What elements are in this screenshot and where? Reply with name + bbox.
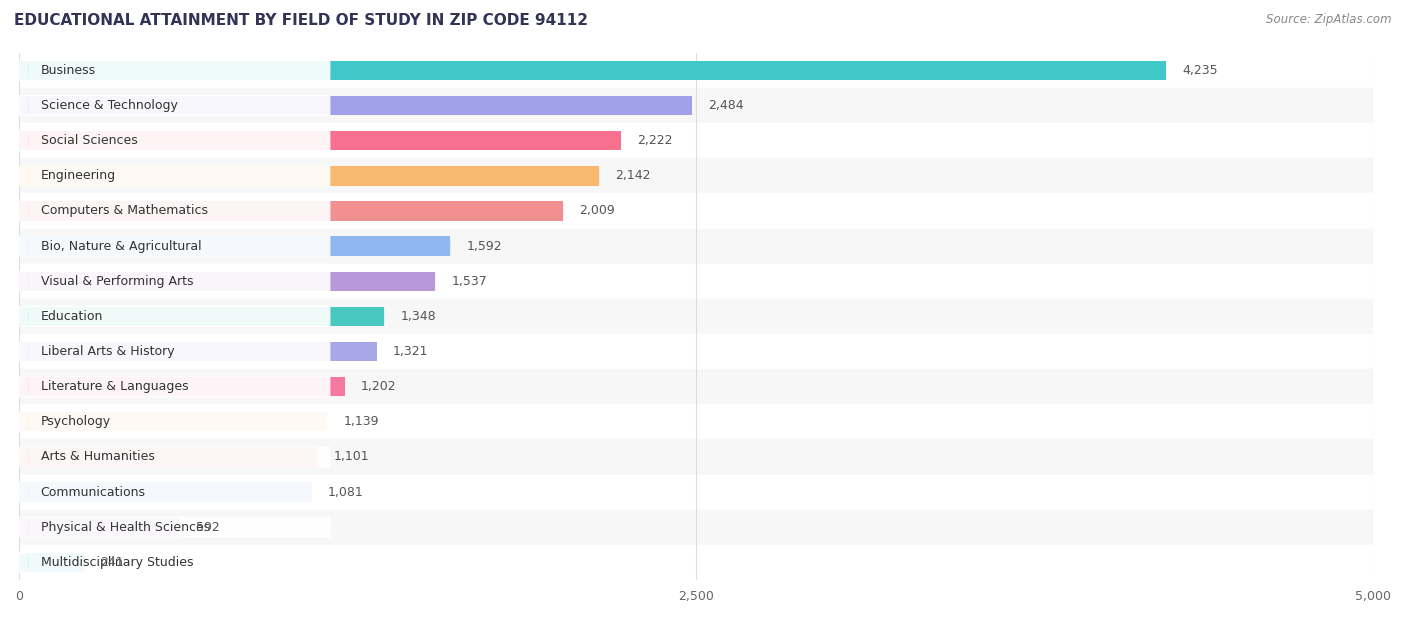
Bar bbox=[20, 404, 1374, 439]
Text: Multidisciplinary Studies: Multidisciplinary Studies bbox=[41, 556, 193, 569]
Text: Visual & Performing Arts: Visual & Performing Arts bbox=[41, 274, 193, 288]
Bar bbox=[20, 131, 620, 150]
Bar bbox=[20, 158, 1374, 194]
Text: 2,009: 2,009 bbox=[579, 204, 614, 218]
Text: 2,222: 2,222 bbox=[637, 134, 672, 147]
FancyBboxPatch shape bbox=[11, 271, 330, 292]
Bar bbox=[20, 334, 1374, 369]
Text: 592: 592 bbox=[195, 521, 219, 534]
Bar bbox=[20, 369, 1374, 404]
Text: EDUCATIONAL ATTAINMENT BY FIELD OF STUDY IN ZIP CODE 94112: EDUCATIONAL ATTAINMENT BY FIELD OF STUDY… bbox=[14, 13, 588, 28]
Bar bbox=[20, 553, 84, 572]
Text: Communications: Communications bbox=[41, 486, 146, 498]
FancyBboxPatch shape bbox=[11, 411, 330, 432]
Text: 2,142: 2,142 bbox=[616, 169, 651, 182]
Text: Physical & Health Sciences: Physical & Health Sciences bbox=[41, 521, 209, 534]
Text: 1,139: 1,139 bbox=[343, 415, 380, 428]
Text: 241: 241 bbox=[100, 556, 124, 569]
Bar bbox=[20, 201, 562, 221]
Bar bbox=[20, 166, 599, 186]
Text: Computers & Mathematics: Computers & Mathematics bbox=[41, 204, 208, 218]
Bar bbox=[20, 377, 344, 396]
Text: Arts & Humanities: Arts & Humanities bbox=[41, 451, 155, 464]
Text: 1,321: 1,321 bbox=[392, 345, 429, 358]
Text: Psychology: Psychology bbox=[41, 415, 111, 428]
Bar bbox=[20, 475, 1374, 510]
Bar bbox=[20, 342, 377, 361]
Text: 1,101: 1,101 bbox=[333, 451, 368, 464]
Bar bbox=[20, 96, 692, 115]
FancyBboxPatch shape bbox=[11, 481, 330, 503]
FancyBboxPatch shape bbox=[11, 201, 330, 221]
Text: 1,202: 1,202 bbox=[361, 380, 396, 393]
Bar bbox=[20, 510, 1374, 545]
Bar bbox=[20, 271, 436, 291]
FancyBboxPatch shape bbox=[11, 341, 330, 362]
Bar bbox=[20, 307, 384, 326]
Bar bbox=[20, 61, 1166, 80]
Text: 4,235: 4,235 bbox=[1182, 64, 1218, 77]
Bar bbox=[20, 88, 1374, 123]
FancyBboxPatch shape bbox=[11, 60, 330, 81]
Text: Education: Education bbox=[41, 310, 103, 323]
Text: Source: ZipAtlas.com: Source: ZipAtlas.com bbox=[1267, 13, 1392, 26]
Bar bbox=[20, 53, 1374, 88]
Text: Social Sciences: Social Sciences bbox=[41, 134, 138, 147]
Text: 1,348: 1,348 bbox=[401, 310, 436, 323]
Text: Literature & Languages: Literature & Languages bbox=[41, 380, 188, 393]
FancyBboxPatch shape bbox=[11, 376, 330, 398]
Text: 1,081: 1,081 bbox=[328, 486, 364, 498]
Bar bbox=[20, 545, 1374, 580]
FancyBboxPatch shape bbox=[11, 235, 330, 257]
Text: 1,592: 1,592 bbox=[467, 240, 502, 252]
FancyBboxPatch shape bbox=[11, 552, 330, 573]
Bar bbox=[20, 264, 1374, 299]
Text: Engineering: Engineering bbox=[41, 169, 115, 182]
FancyBboxPatch shape bbox=[11, 130, 330, 151]
Bar bbox=[20, 194, 1374, 228]
Text: Liberal Arts & History: Liberal Arts & History bbox=[41, 345, 174, 358]
FancyBboxPatch shape bbox=[11, 95, 330, 116]
FancyBboxPatch shape bbox=[11, 165, 330, 186]
FancyBboxPatch shape bbox=[11, 446, 330, 468]
Text: Business: Business bbox=[41, 64, 96, 77]
Text: 1,537: 1,537 bbox=[451, 274, 488, 288]
Bar bbox=[20, 412, 328, 432]
Bar bbox=[20, 123, 1374, 158]
Bar bbox=[20, 483, 312, 502]
Text: 2,484: 2,484 bbox=[707, 99, 744, 112]
FancyBboxPatch shape bbox=[11, 306, 330, 327]
Bar bbox=[20, 237, 450, 256]
Bar bbox=[20, 517, 180, 537]
Text: Science & Technology: Science & Technology bbox=[41, 99, 177, 112]
Bar bbox=[20, 447, 318, 467]
FancyBboxPatch shape bbox=[11, 517, 330, 538]
Text: Bio, Nature & Agricultural: Bio, Nature & Agricultural bbox=[41, 240, 201, 252]
Bar bbox=[20, 228, 1374, 264]
Bar bbox=[20, 299, 1374, 334]
Bar bbox=[20, 439, 1374, 475]
